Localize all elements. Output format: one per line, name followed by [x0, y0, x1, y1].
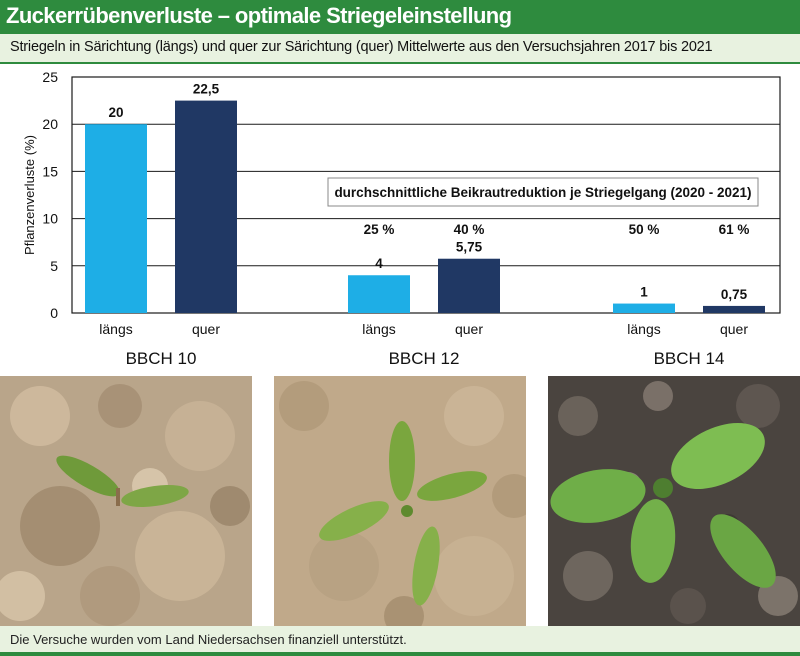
- data-label: 20: [108, 105, 123, 120]
- footer-line: [0, 652, 800, 656]
- group-label: BBCH 12: [389, 349, 460, 368]
- reduction-label: 61 %: [719, 222, 750, 237]
- bar: [85, 124, 147, 313]
- bar-chart: 0 5 10 15 20 25 Pflanzenverluste (%) 20 längs 22,…: [22, 69, 781, 368]
- plot-frame: [71, 76, 781, 314]
- reduction-label: 50 %: [629, 222, 660, 237]
- photo-bbch14: [548, 376, 800, 626]
- y-axis-label: Pflanzenverluste (%): [22, 135, 37, 255]
- photo-bbch12: [274, 376, 526, 626]
- subtitle-bar: Striegeln in Särichtung (längs) und quer…: [0, 34, 800, 64]
- data-label: 4: [375, 256, 383, 271]
- footer: Die Versuche wurden vom Land Niedersachs…: [0, 626, 800, 656]
- reduction-label: 25 %: [364, 222, 395, 237]
- bar: [175, 100, 237, 313]
- y-tick-label: 15: [42, 163, 58, 179]
- y-tick-label: 25: [42, 69, 58, 85]
- data-label: 1: [640, 285, 648, 300]
- y-tick-label: 10: [42, 211, 58, 227]
- annotation-box: [327, 177, 759, 207]
- x-tick-label: längs: [627, 321, 660, 337]
- data-label: 5,75: [456, 240, 483, 255]
- group-label: BBCH 10: [126, 349, 197, 368]
- x-tick-label: quer: [455, 321, 483, 337]
- group-label: BBCH 14: [654, 349, 725, 368]
- bar: [438, 258, 500, 313]
- y-tick-label: 5: [50, 258, 58, 274]
- reduction-label: 40 %: [454, 222, 485, 237]
- data-label: 0,75: [721, 287, 748, 302]
- title-bar: Zuckerrübenverluste – optimale Striegele…: [0, 0, 800, 34]
- photo-bbch10: [0, 376, 252, 626]
- bar: [613, 303, 675, 313]
- bar: [703, 305, 765, 313]
- page-subtitle: Striegeln in Särichtung (längs) und quer…: [10, 39, 713, 55]
- y-tick-label: 20: [42, 116, 58, 132]
- x-tick-label: längs: [362, 321, 395, 337]
- x-tick-label: quer: [720, 321, 748, 337]
- data-label: 22,5: [193, 82, 220, 97]
- annotation-text: durchschnittliche Beikrautreduktion je S…: [334, 185, 751, 200]
- y-tick-label: 0: [50, 305, 58, 321]
- page-title: Zuckerrübenverluste – optimale Striegele…: [6, 3, 512, 28]
- footer-note: Die Versuche wurden vom Land Niedersachs…: [10, 632, 407, 647]
- x-tick-label: quer: [192, 321, 220, 337]
- bar: [348, 275, 410, 313]
- x-tick-label: längs: [99, 321, 132, 337]
